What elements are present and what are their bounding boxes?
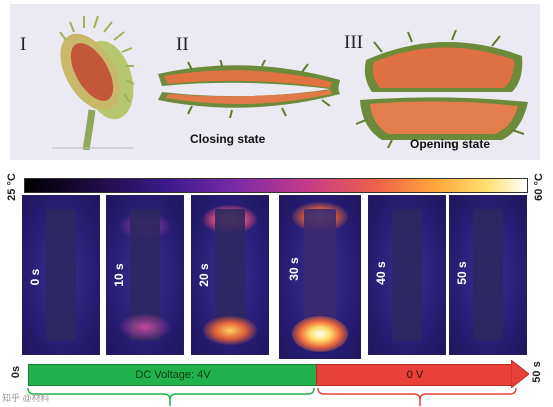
heat-spot <box>292 315 348 352</box>
heat-spot <box>203 316 257 345</box>
opening-trap-image <box>355 30 528 148</box>
thermal-frame-50s <box>449 195 527 355</box>
thermal-frame-40s <box>368 195 446 355</box>
voltage-off-bar: 0 V <box>316 364 514 386</box>
voltage-on-label: DC Voltage: 4V <box>135 369 211 381</box>
thermal-frame-20s <box>191 195 269 355</box>
watermark: 知乎 @材料 <box>2 393 50 403</box>
thermal-frame-0s <box>22 195 100 355</box>
thermal-frame-10s <box>106 195 184 355</box>
frame-time-label: 30 s <box>287 257 301 281</box>
panel-label-i: I <box>20 34 27 55</box>
panel-label-ii: II <box>176 34 189 55</box>
voltage-on-bar: DC Voltage: 4V <box>28 364 318 386</box>
timeline-arrow-head <box>511 360 529 388</box>
actuator-strip <box>472 208 504 342</box>
opening-state-caption: Opening state <box>410 137 491 151</box>
closing-state-caption: Closing state <box>190 132 266 146</box>
flytrap-plant-image <box>52 15 135 150</box>
timeline-start-label: 0s <box>10 365 22 379</box>
frame-time-label: 20 s <box>197 263 211 287</box>
temperature-colorbar <box>24 178 528 193</box>
thermal-frame-30s <box>279 195 361 359</box>
frame-time-label: 40 s <box>374 261 388 285</box>
frame-time-label: 10 s <box>112 263 126 287</box>
timeline-end-label: 50 s <box>531 361 543 383</box>
timeline-brackets <box>27 387 517 406</box>
actuator-strip <box>45 208 77 342</box>
colorbar-min-label: 25 °C <box>6 173 18 201</box>
actuator-strip <box>391 208 423 342</box>
frame-time-label: 50 s <box>455 261 469 285</box>
colorbar-max-label: 60 °C <box>533 173 545 201</box>
panel-label-iii: III <box>344 32 363 53</box>
frame-time-label: 0 s <box>28 268 42 286</box>
voltage-off-label: 0 V <box>406 369 424 381</box>
closing-trap-image <box>158 60 340 118</box>
heat-spot <box>118 312 172 342</box>
